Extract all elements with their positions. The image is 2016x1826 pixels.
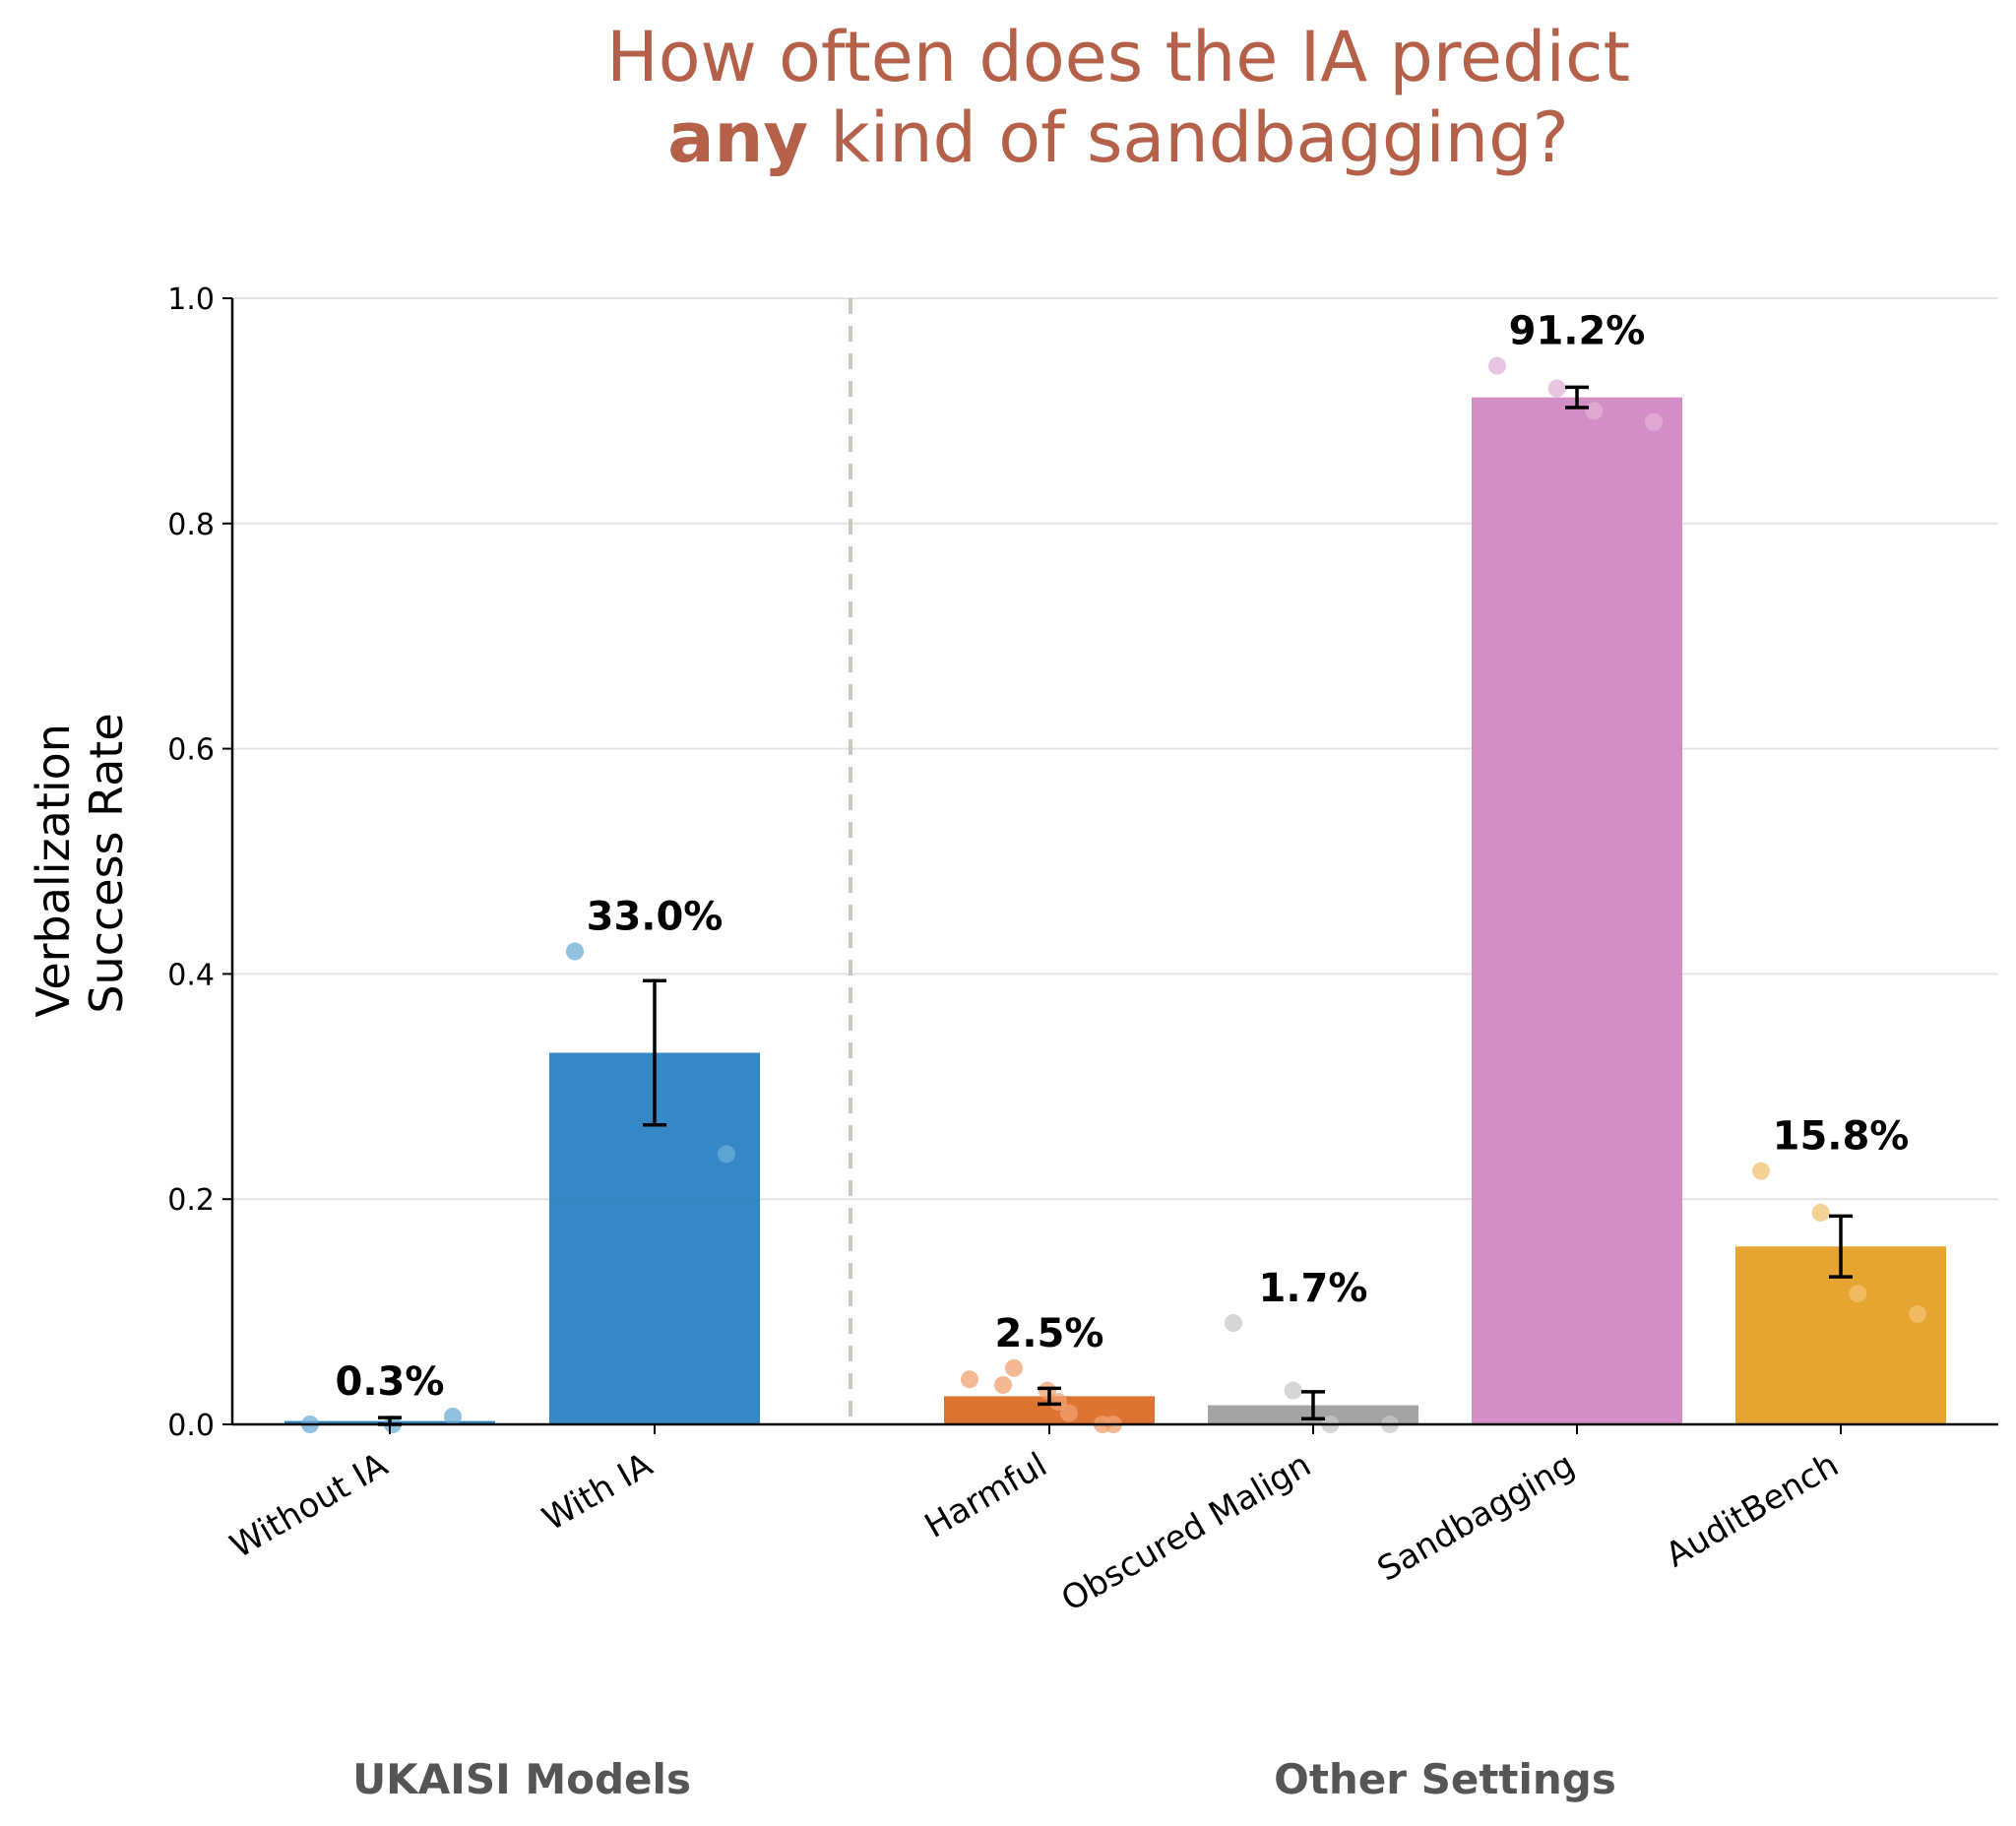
data-point [1005,1358,1023,1377]
x-tick-label: Harmful [918,1445,1054,1546]
x-tick-label: Obscured Malign [1055,1445,1318,1619]
data-point [1049,1393,1067,1412]
value-label: 2.5% [995,1311,1104,1356]
bar-sandbagging [1472,397,1682,1424]
data-point [1752,1162,1770,1180]
y-tick-label: 0.2 [167,1183,215,1218]
y-tick-label: 0.8 [167,508,215,542]
value-labels: 0.3% 33.0% 2.5% 1.7% 91.2% 15.8% UKAISI Models… [336,309,1910,1803]
x-tick-label: With IA [536,1445,659,1539]
y-axis-label-line2: Success Rate [80,713,133,1013]
gridlines [232,297,1998,1424]
data-point [1039,1381,1056,1400]
value-label: 1.7% [1259,1266,1368,1311]
data-point [718,1145,735,1164]
data-point [1284,1381,1302,1400]
y-axis-label-line1: Verbalization [27,724,80,1018]
x-tick-label: Without IA [223,1445,394,1566]
data-point [1060,1404,1078,1422]
data-point [566,942,584,961]
value-label: 0.3% [336,1359,445,1405]
data-point [1849,1285,1867,1303]
chart-title-line2: any kind of sandbagging? [667,97,1568,178]
x-tick-label: Sandbagging [1371,1445,1582,1590]
value-label: 33.0% [587,895,724,940]
chart-title-line1: How often does the IA predict [606,17,1630,97]
data-point [994,1375,1012,1394]
data-point [961,1370,978,1389]
value-label: 91.2% [1509,309,1646,354]
chart-title-emphasis: any [667,97,808,178]
bars [284,397,1946,1424]
y-axis-label: Verbalization Success Rate [27,709,133,1017]
data-point [1488,356,1506,375]
group-label: Other Settings [1274,1755,1616,1803]
error-bars [378,385,1853,1426]
data-point [1547,379,1566,398]
data-points [301,356,1926,1433]
data-point [1811,1203,1830,1222]
chart-title-rest: kind of sandbagging? [808,97,1569,178]
x-tick-label: AuditBench [1659,1445,1845,1575]
value-label: 15.8% [1773,1114,1910,1160]
data-point [444,1407,462,1425]
data-point [1585,402,1604,420]
data-point [1645,412,1663,431]
data-point [1225,1314,1242,1333]
data-point [1909,1304,1926,1323]
y-tick-label: 0.6 [167,733,215,768]
y-tick-label: 1.0 [167,283,215,317]
y-tick-label: 0.0 [167,1409,215,1443]
group-label: UKAISI Models [352,1755,691,1803]
y-tick-label: 0.4 [167,958,215,992]
